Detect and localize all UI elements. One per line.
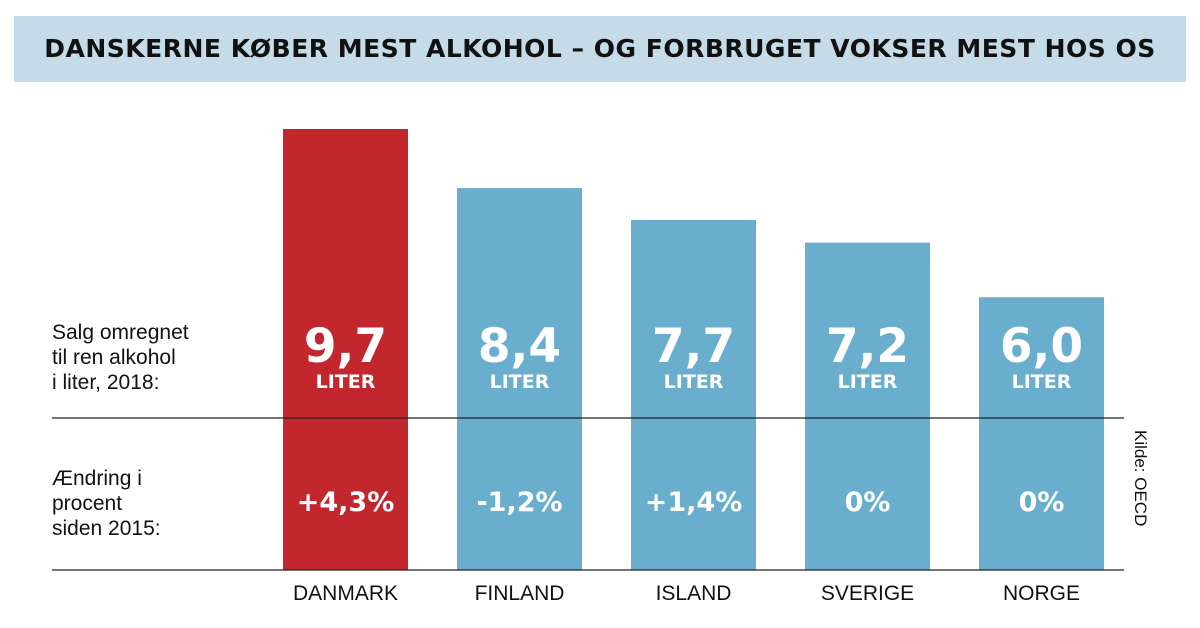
category-label-danmark: DANMARK [293, 582, 398, 605]
category-label-finland: FINLAND [475, 582, 565, 605]
change-label-island: +1,4% [645, 487, 743, 518]
sales-label: Salg omregnet til ren alkohol i liter, 2… [52, 321, 189, 394]
change-label: Ændring i procent siden 2015: [52, 467, 161, 540]
category-label-island: ISLAND [656, 582, 732, 605]
change-label-finland: -1,2% [476, 487, 562, 518]
value-label-island: 7,7 [652, 319, 735, 374]
bar-danmark [283, 129, 408, 570]
value-label-danmark: 9,7 [304, 319, 387, 374]
bar-finland [457, 188, 582, 570]
bar-island [631, 219, 756, 570]
unit-label-sverige: LITER [838, 371, 898, 393]
category-label-norge: NORGE [1003, 582, 1080, 605]
title-bar: DANSKERNE KØBER MEST ALKOHOL – OG FORBRU… [14, 16, 1186, 82]
value-label-finland: 8,4 [478, 319, 561, 374]
value-label-norge: 6,0 [1000, 319, 1083, 374]
change-label-sverige: 0% [845, 487, 891, 518]
unit-label-island: LITER [664, 371, 724, 393]
value-label-sverige: 7,2 [826, 319, 909, 374]
unit-label-finland: LITER [490, 371, 550, 393]
change-label-norge: 0% [1019, 487, 1065, 518]
category-label-sverige: SVERIGE [821, 582, 914, 605]
unit-label-danmark: LITER [316, 371, 376, 393]
change-label-danmark: +4,3% [297, 487, 395, 518]
unit-label-norge: LITER [1012, 371, 1072, 393]
chart-title: DANSKERNE KØBER MEST ALKOHOL – OG FORBRU… [44, 34, 1156, 63]
bar-norge [979, 297, 1104, 570]
bar-sverige [805, 242, 930, 570]
